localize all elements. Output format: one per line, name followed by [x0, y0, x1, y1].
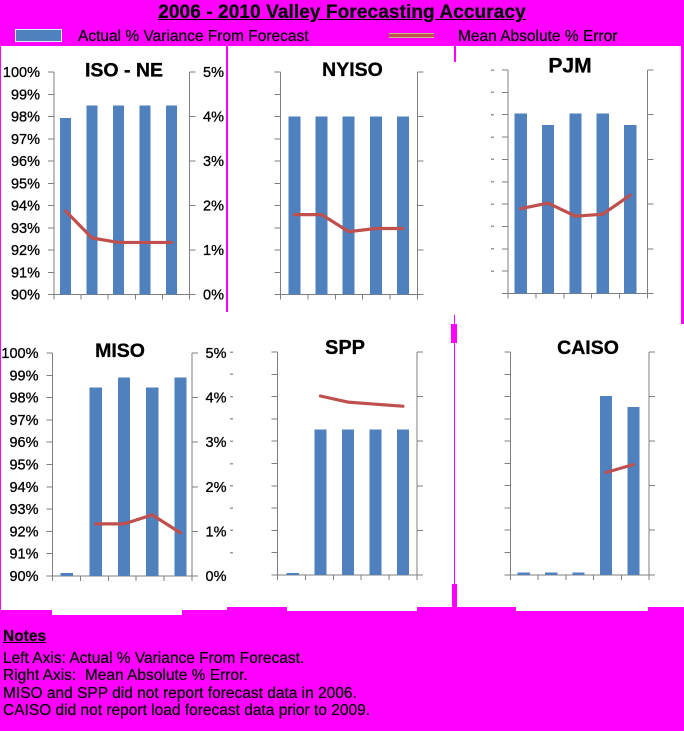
- svg-text:94%: 94%: [11, 199, 40, 215]
- svg-text:95%: 95%: [9, 458, 38, 474]
- svg-text:CAISO: CAISO: [557, 337, 619, 359]
- svg-text:93%: 93%: [9, 502, 38, 518]
- svg-text:92%: 92%: [9, 524, 38, 540]
- svg-text:SPP: SPP: [325, 337, 365, 359]
- svg-text:99%: 99%: [11, 87, 40, 103]
- svg-text:96%: 96%: [9, 435, 38, 451]
- svg-text:100%: 100%: [1, 346, 38, 362]
- svg-text:MISO: MISO: [95, 340, 145, 362]
- svg-text:94%: 94%: [9, 480, 38, 496]
- svg-text:3%: 3%: [203, 154, 224, 170]
- svg-text:5%: 5%: [203, 65, 224, 81]
- svg-text:1%: 1%: [203, 243, 224, 259]
- svg-text:5%: 5%: [206, 346, 227, 362]
- svg-text:97%: 97%: [11, 132, 40, 148]
- svg-text:90%: 90%: [11, 288, 40, 304]
- svg-text:97%: 97%: [9, 413, 38, 429]
- svg-text:98%: 98%: [9, 391, 38, 407]
- svg-text:91%: 91%: [9, 547, 38, 563]
- svg-text:90%: 90%: [9, 569, 38, 585]
- svg-text:93%: 93%: [11, 221, 40, 237]
- svg-text:4%: 4%: [203, 110, 224, 126]
- svg-text:98%: 98%: [11, 110, 40, 126]
- svg-text:ISO - NE: ISO - NE: [85, 60, 163, 82]
- svg-text:92%: 92%: [11, 243, 40, 259]
- svg-text:NYISO: NYISO: [322, 59, 383, 81]
- svg-text:4%: 4%: [206, 391, 227, 407]
- svg-text:0%: 0%: [206, 569, 227, 585]
- svg-text:0%: 0%: [203, 288, 224, 304]
- svg-text:2%: 2%: [206, 480, 227, 496]
- svg-text:3%: 3%: [206, 435, 227, 451]
- svg-text:2%: 2%: [203, 199, 224, 215]
- svg-text:99%: 99%: [9, 368, 38, 384]
- svg-text:PJM: PJM: [548, 55, 591, 78]
- svg-text:1%: 1%: [206, 524, 227, 540]
- svg-text:95%: 95%: [11, 176, 40, 192]
- svg-text:100%: 100%: [3, 65, 40, 81]
- svg-text:96%: 96%: [11, 154, 40, 170]
- svg-text:91%: 91%: [11, 265, 40, 281]
